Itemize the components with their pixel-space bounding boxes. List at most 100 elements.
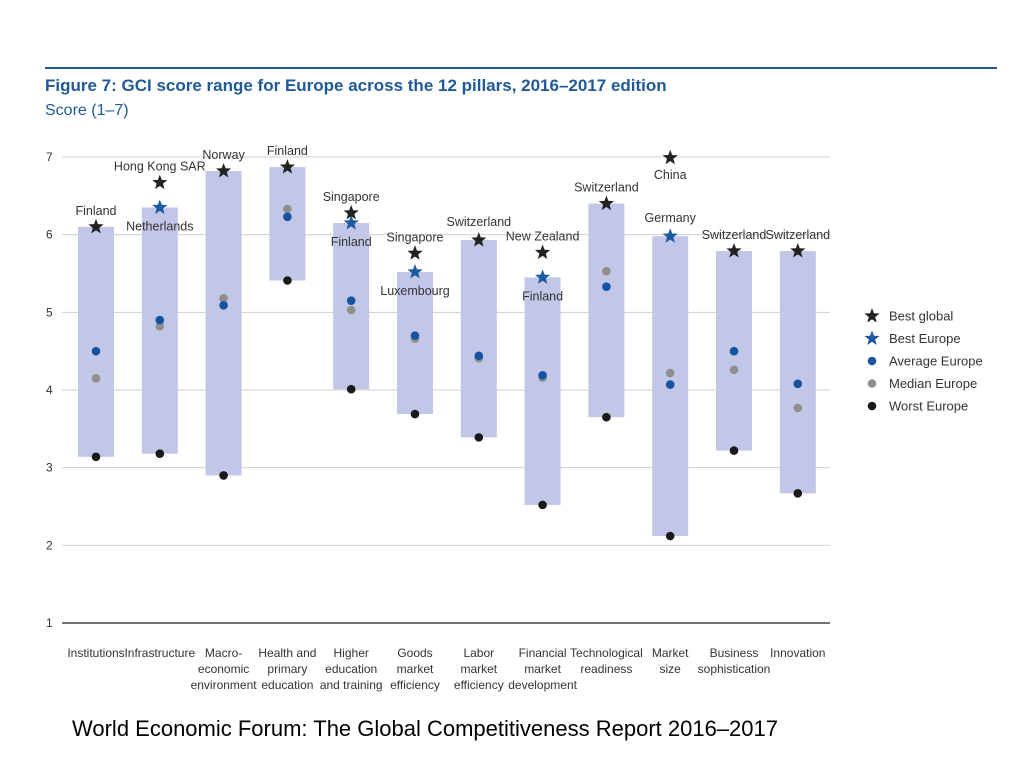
median-europe-dot <box>155 322 165 331</box>
x-tick-label: market <box>397 662 434 676</box>
median-europe-dot <box>665 368 675 378</box>
legend-marker-best-global <box>864 308 880 323</box>
average-europe-dot <box>729 346 739 356</box>
range-band <box>779 250 816 494</box>
x-tick-label: Market <box>652 646 689 660</box>
best-global-star <box>343 204 359 220</box>
average-europe-dot <box>410 331 420 340</box>
x-tick-label: Business <box>710 646 759 660</box>
x-tick-label: readiness <box>580 662 632 676</box>
best-global-label: Singapore <box>387 230 444 244</box>
best-global-label: Switzerland <box>702 228 767 242</box>
y-tick-label: 2 <box>46 538 53 552</box>
average-europe-dot <box>91 346 101 356</box>
best-global-star <box>152 174 168 190</box>
best-europe-label: Germany <box>644 211 696 225</box>
x-tick-label: size <box>660 662 682 676</box>
gci-range-chart: 1 2 3 4 5 6 7 Institutions Infrastructure Macro-e… <box>46 144 983 692</box>
figure-subtitle: Score (1–7) <box>45 102 129 119</box>
x-tick-label: Infrastructure <box>124 646 195 660</box>
x-tick-label: education <box>261 678 313 692</box>
average-europe-dot <box>538 370 547 380</box>
y-tick-label: 6 <box>46 228 53 242</box>
y-tick-label: 4 <box>46 383 53 397</box>
best-europe-star <box>343 215 359 230</box>
x-tick-label: economic <box>198 662 249 676</box>
x-tick-label: sophistication <box>698 662 771 676</box>
best-global-star <box>407 245 423 260</box>
best-global-label: Switzerland <box>446 215 511 229</box>
worst-europe-dot <box>410 409 420 419</box>
legend-marker-best-europe <box>864 330 880 345</box>
legend-label: Median Europe <box>889 376 977 391</box>
range-band <box>524 277 561 505</box>
best-global-star <box>88 218 104 234</box>
best-europe-star <box>662 228 678 243</box>
x-tick-label: Financial <box>519 646 567 660</box>
worst-europe-dot <box>602 412 611 422</box>
worst-europe-dot <box>729 446 739 455</box>
best-global-star <box>598 195 615 211</box>
best-global-label: Singapore <box>323 190 380 204</box>
worst-europe-dot <box>474 433 484 442</box>
best-global-star <box>726 242 742 258</box>
worst-europe-dot <box>155 449 165 458</box>
x-tick-label: Higher <box>334 646 369 660</box>
legend-label: Best global <box>889 309 953 324</box>
best-global-label: Hong Kong SAR <box>114 160 206 174</box>
worst-europe-dot <box>538 500 547 510</box>
best-global-label: China <box>654 168 687 182</box>
best-global-label: Finland <box>267 144 308 158</box>
range-band <box>588 203 625 418</box>
best-global-label: New Zealand <box>506 230 580 244</box>
y-tick-label: 7 <box>46 150 53 164</box>
range-band <box>78 226 114 457</box>
best-global-star <box>662 149 678 165</box>
worst-europe-dot <box>793 488 803 498</box>
x-tick-label: Labor <box>463 646 494 660</box>
median-europe-dot <box>729 365 739 375</box>
x-tick-label: primary <box>267 662 307 676</box>
legend-marker-worst-europe <box>867 401 877 411</box>
y-tick-label: 3 <box>46 461 53 475</box>
best-europe-label: Finland <box>522 289 563 303</box>
legend-label: Best Europe <box>889 331 961 346</box>
x-tick-label: development <box>508 678 577 692</box>
average-europe-dot <box>474 351 484 361</box>
best-global-star <box>790 242 806 258</box>
median-europe-dot <box>283 204 292 214</box>
legend-label: Average Europe <box>889 354 983 369</box>
best-global-label: Norway <box>202 148 245 162</box>
best-europe-label: Finland <box>331 235 372 249</box>
worst-europe-dot <box>91 452 101 462</box>
y-tick-label: 1 <box>46 616 53 630</box>
average-europe-dot <box>346 296 356 305</box>
best-global-label: Switzerland <box>574 181 639 195</box>
y-tick-label: 5 <box>46 305 53 319</box>
average-europe-dot <box>602 282 611 292</box>
average-europe-dot <box>793 379 803 389</box>
x-tick-label: market <box>460 662 497 676</box>
median-europe-dot <box>219 294 228 303</box>
best-europe-star <box>152 199 168 214</box>
best-europe-star <box>407 263 423 279</box>
best-global-star <box>471 232 487 247</box>
figure-title: Figure 7: GCI score range for Europe acr… <box>45 76 667 95</box>
x-tick-label: environment <box>191 678 258 692</box>
average-europe-dot <box>283 212 292 222</box>
best-global-label: Finland <box>76 204 117 218</box>
range-band <box>205 170 242 476</box>
range-band <box>269 167 306 281</box>
median-europe-dot <box>793 403 803 413</box>
median-europe-dot <box>346 305 356 315</box>
legend-marker-median-europe <box>867 379 877 388</box>
title-rule <box>45 67 997 69</box>
legend-label: Worst Europe <box>889 399 968 414</box>
median-europe-dot <box>602 266 611 276</box>
legend-marker-average-europe <box>867 356 877 366</box>
source-caption: World Economic Forum: The Global Competi… <box>72 716 778 741</box>
best-global-star <box>279 159 296 174</box>
x-tick-label: and training <box>320 678 383 692</box>
best-europe-label: Netherlands <box>126 219 193 233</box>
worst-europe-dot <box>346 384 356 394</box>
